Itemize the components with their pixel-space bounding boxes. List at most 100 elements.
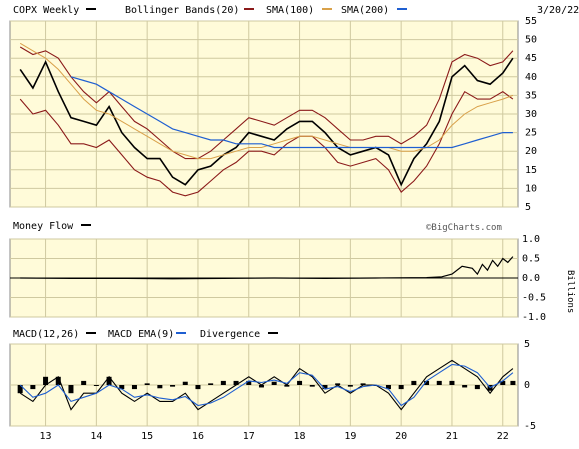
price-y-tick-3: 20	[525, 146, 537, 157]
money-flow-series-group	[10, 256, 518, 280]
legend-copx-swatch	[86, 8, 96, 10]
x-tick-label-8: 21	[446, 431, 458, 442]
divergence-bar-31	[411, 380, 417, 385]
x-tick-label-6: 19	[344, 431, 356, 442]
legend-macd-label: MACD(12,26)	[13, 329, 79, 340]
price-series-1	[19, 46, 514, 160]
divergence-bar-11	[157, 385, 163, 389]
divergence-bar-3	[55, 376, 61, 385]
divergence-bar-15	[208, 383, 214, 385]
price-y-tick-10: 55	[525, 16, 537, 27]
price-y-tick-4: 25	[525, 128, 537, 139]
divergence-bar-39	[510, 380, 516, 385]
legend-money-flow-swatch	[81, 224, 91, 226]
divergence-bar-4	[68, 385, 74, 394]
price-y-tick-6: 35	[525, 90, 537, 101]
watermark: ©BigCharts.com	[426, 223, 502, 233]
date-label: 3/20/22	[537, 5, 579, 16]
divergence-bar-38	[500, 380, 506, 385]
legend-sma200-label: SMA(200)	[341, 5, 389, 16]
mf-y-tick-1: 0.5	[522, 254, 540, 265]
divergence-bar-22	[297, 380, 303, 385]
divergence-bar-12	[170, 385, 176, 387]
mf-series-line	[20, 256, 514, 280]
divergence-bar-34	[449, 380, 455, 385]
divergence-bar-16	[220, 380, 226, 385]
price-y-tick-1: 10	[525, 183, 537, 194]
x-tick-label-7: 20	[395, 431, 407, 442]
macd-grid	[10, 343, 518, 427]
divergence-bar-25	[335, 383, 341, 385]
mf-y-tick-3: -0.5	[522, 293, 546, 304]
macd-y-tick-0: 5	[524, 339, 530, 350]
divergence-bar-26	[347, 385, 353, 387]
x-tick-label-4: 17	[243, 431, 255, 442]
divergence-bar-10	[144, 383, 150, 385]
macd-series-group	[17, 359, 516, 411]
legend-divergence-swatch	[268, 332, 278, 334]
legend-divergence-label: Divergence	[200, 329, 260, 340]
divergence-bar-17	[233, 380, 239, 385]
x-axis-ticks: 13 14 15 16 17 18 19 20 21 22	[40, 431, 509, 442]
macd-series-1	[19, 363, 514, 407]
macd-y-tick-1: 0	[524, 380, 530, 391]
divergence-bar-18	[246, 380, 252, 385]
price-series-0	[19, 57, 514, 187]
divergence-bar-36	[474, 385, 480, 390]
divergence-bar-29	[385, 385, 391, 390]
divergence-bar-14	[195, 385, 201, 390]
divergence-bar-7	[106, 376, 112, 385]
money-flow-y-ticks: 1.0 0.5 0.0 -0.5 -1.0	[522, 234, 546, 323]
legend-macd-ema-label: MACD EMA(9)	[108, 329, 174, 340]
price-y-tick-9: 50	[525, 35, 537, 46]
price-grid	[10, 20, 518, 208]
divergence-bar-35	[462, 385, 468, 388]
mf-y-tick-4: -1.0	[522, 312, 546, 323]
divergence-bar-23	[309, 385, 315, 387]
macd-y-tick-2: -5	[524, 421, 536, 432]
legend-sma200-swatch	[397, 8, 407, 10]
divergence-bar-0	[17, 385, 23, 394]
divergence-bar-27	[360, 383, 366, 385]
divergence-bar-20	[271, 381, 277, 385]
divergence-bar-9	[131, 385, 137, 390]
money-flow-unit: Billions	[565, 270, 575, 313]
x-tick-label-2: 15	[141, 431, 153, 442]
divergence-bar-19	[258, 385, 264, 388]
mf-y-tick-2: 0.0	[522, 273, 540, 284]
legend-sma100-label: SMA(100)	[266, 5, 314, 16]
legend-macd-swatch	[86, 332, 96, 334]
price-series-2	[19, 90, 514, 197]
price-y-tick-5: 30	[525, 109, 537, 120]
legend-bollinger-label: Bollinger Bands(20)	[125, 5, 239, 16]
x-tick-label-3: 16	[192, 431, 204, 442]
price-y-ticks: 5 10 15 20 25 30 35 40 45 50 55	[525, 16, 537, 213]
price-y-tick-2: 15	[525, 165, 537, 176]
legend-money-flow-label: Money Flow	[13, 221, 74, 232]
divergence-bar-6	[93, 385, 99, 386]
x-tick-label-5: 18	[294, 431, 306, 442]
legend-bollinger-swatch	[244, 8, 254, 10]
price-series-group	[19, 42, 514, 197]
legend-sma100-swatch	[322, 8, 332, 10]
price-series-4	[70, 76, 513, 149]
divergence-bar-30	[398, 385, 404, 390]
divergence-bar-21	[284, 385, 290, 387]
divergence-bar-33	[436, 380, 442, 385]
price-y-tick-7: 40	[525, 72, 537, 83]
divergence-bar-24	[322, 385, 328, 390]
mf-y-tick-0: 1.0	[522, 234, 540, 245]
legend-macd-ema-swatch	[176, 332, 186, 334]
divergence-bar-32	[424, 380, 430, 385]
price-y-tick-0: 5	[525, 202, 531, 213]
divergence-bar-8	[119, 385, 125, 390]
divergence-bar-1	[30, 385, 36, 390]
x-tick-label-1: 14	[90, 431, 102, 442]
price-y-tick-8: 45	[525, 53, 537, 64]
macd-y-ticks: 5 0 -5	[524, 339, 536, 432]
x-tick-label-0: 13	[40, 431, 52, 442]
x-tick-label-9: 22	[497, 431, 509, 442]
legend-copx-label: COPX Weekly	[13, 5, 79, 16]
